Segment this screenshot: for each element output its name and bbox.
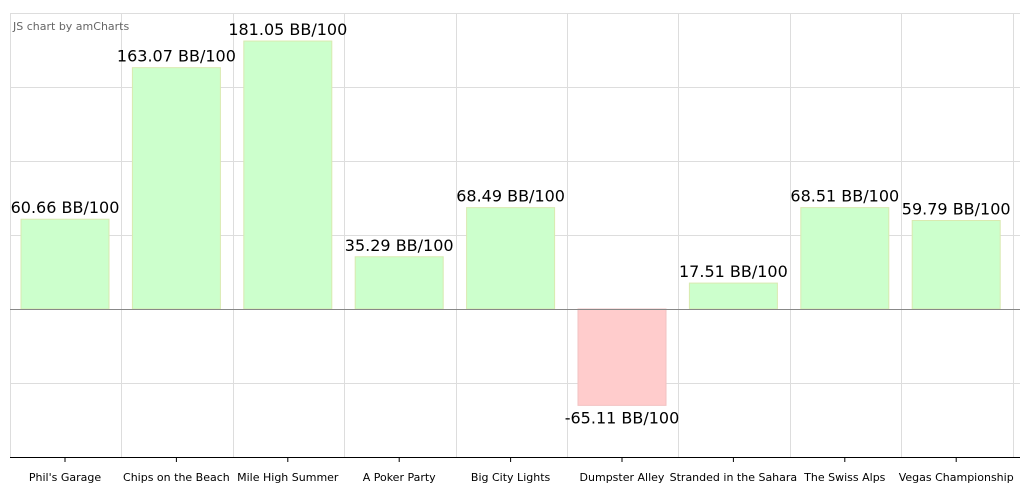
- bar-9[interactable]: [911, 220, 1001, 310]
- bar-4[interactable]: [354, 256, 444, 310]
- bar-7[interactable]: [688, 282, 778, 310]
- x-axis: Phil's Garage Chips on the Beach Mile High…: [10, 457, 1020, 484]
- bar-8[interactable]: [800, 207, 890, 310]
- data-label-9: 59.79 BB/100: [902, 200, 1011, 219]
- x-tick-label-7: Stranded in the Sahara: [670, 471, 798, 484]
- x-tick-label-5: Big City Lights: [471, 471, 551, 484]
- x-tick-label-8: The Swiss Alps: [803, 471, 886, 484]
- x-tick-label-4: A Poker Party: [363, 471, 436, 484]
- bar-series: [20, 40, 1001, 406]
- bar-2[interactable]: [131, 67, 221, 310]
- x-tick-label-6: Dumpster Alley: [580, 471, 665, 484]
- bar-3[interactable]: [243, 40, 333, 310]
- data-label-1: 60.66 BB/100: [11, 198, 120, 217]
- data-label-6: -65.11 BB/100: [565, 408, 680, 427]
- chart-credit[interactable]: JS chart by amCharts: [12, 20, 129, 33]
- data-label-3: 181.05 BB/100: [228, 20, 347, 39]
- bar-6[interactable]: [577, 308, 667, 406]
- data-label-8: 68.51 BB/100: [790, 187, 899, 206]
- data-label-7: 17.51 BB/100: [679, 262, 788, 281]
- data-label-5: 68.49 BB/100: [456, 187, 565, 206]
- x-tick-label-1: Phil's Garage: [29, 471, 101, 484]
- bar-5[interactable]: [466, 207, 556, 310]
- bar-1[interactable]: [20, 218, 110, 310]
- data-label-4: 35.29 BB/100: [345, 236, 454, 255]
- data-labels: 60.66 BB/100 163.07 BB/100 181.05 BB/100 35…: [11, 20, 1011, 427]
- x-tick-label-9: Vegas Championship: [899, 471, 1014, 484]
- x-tick-label-2: Chips on the Beach: [123, 471, 230, 484]
- data-label-2: 163.07 BB/100: [117, 47, 236, 66]
- x-tick-label-3: Mile High Summer: [237, 471, 339, 484]
